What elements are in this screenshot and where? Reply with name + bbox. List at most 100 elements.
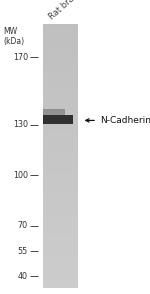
- Bar: [43, 266, 78, 267]
- Text: 170: 170: [13, 53, 28, 62]
- Bar: [43, 80, 78, 82]
- Bar: [43, 47, 78, 49]
- Bar: [43, 153, 78, 155]
- Bar: [43, 197, 78, 198]
- Bar: [43, 31, 78, 33]
- Bar: [43, 230, 78, 231]
- Text: MW
(kDa): MW (kDa): [3, 27, 24, 46]
- Bar: [43, 169, 78, 170]
- Bar: [43, 225, 78, 226]
- Bar: [43, 220, 78, 222]
- Bar: [43, 133, 78, 135]
- Bar: [43, 138, 78, 140]
- Bar: [43, 100, 78, 101]
- Bar: [43, 172, 78, 173]
- Bar: [43, 276, 78, 278]
- Bar: [43, 125, 78, 127]
- Bar: [43, 66, 78, 67]
- Bar: [43, 246, 78, 247]
- Bar: [43, 174, 78, 176]
- Bar: [43, 263, 78, 264]
- Bar: [43, 135, 78, 136]
- Bar: [43, 226, 78, 227]
- Bar: [43, 55, 78, 56]
- Bar: [43, 155, 78, 156]
- Bar: [43, 91, 78, 92]
- Bar: [43, 84, 78, 86]
- Bar: [43, 45, 78, 46]
- Bar: [43, 215, 78, 217]
- Bar: [43, 38, 78, 39]
- Bar: [43, 219, 78, 220]
- Bar: [43, 141, 78, 143]
- Text: Rat brain: Rat brain: [47, 0, 82, 22]
- Bar: [43, 92, 78, 93]
- Bar: [43, 113, 78, 115]
- Bar: [43, 259, 78, 260]
- Bar: [43, 121, 78, 123]
- Text: 70: 70: [18, 221, 28, 230]
- Bar: [43, 112, 78, 113]
- Bar: [43, 74, 78, 75]
- Bar: [43, 235, 78, 236]
- Bar: [43, 33, 78, 34]
- Bar: [43, 78, 78, 79]
- Bar: [43, 151, 78, 152]
- Bar: [43, 189, 78, 190]
- Bar: [43, 210, 78, 211]
- Bar: [43, 182, 78, 183]
- Bar: [43, 284, 78, 285]
- Bar: [43, 90, 78, 91]
- Bar: [43, 255, 78, 256]
- Bar: [43, 82, 78, 83]
- Bar: [43, 214, 78, 215]
- Bar: [43, 51, 78, 53]
- Bar: [43, 206, 78, 208]
- Bar: [43, 280, 78, 282]
- Bar: [43, 108, 78, 109]
- Bar: [43, 49, 78, 50]
- Bar: [43, 279, 78, 280]
- Bar: [43, 156, 78, 157]
- Bar: [43, 161, 78, 162]
- Bar: [43, 202, 78, 203]
- Text: 100: 100: [13, 171, 28, 180]
- Bar: [43, 67, 78, 69]
- Bar: [43, 35, 78, 37]
- Bar: [43, 250, 78, 251]
- Bar: [43, 119, 78, 120]
- Bar: [43, 132, 78, 133]
- Bar: [43, 199, 78, 201]
- Bar: [43, 238, 78, 239]
- Bar: [43, 239, 78, 240]
- Bar: [43, 76, 78, 78]
- Bar: [43, 140, 78, 141]
- Bar: [43, 245, 78, 246]
- Bar: [43, 213, 78, 214]
- Bar: [43, 198, 78, 199]
- Bar: [43, 260, 78, 262]
- Bar: [43, 262, 78, 263]
- Bar: [43, 227, 78, 229]
- Bar: [43, 267, 78, 268]
- Bar: [43, 217, 78, 218]
- Bar: [43, 190, 78, 192]
- Bar: [43, 282, 78, 283]
- Bar: [43, 103, 78, 104]
- Bar: [43, 145, 78, 146]
- Bar: [43, 43, 78, 45]
- Bar: [43, 88, 78, 90]
- Bar: [43, 144, 78, 145]
- Bar: [43, 211, 78, 213]
- Bar: [43, 70, 78, 71]
- Bar: [43, 148, 78, 149]
- Bar: [43, 54, 78, 55]
- Bar: [43, 143, 78, 144]
- Bar: [43, 117, 78, 119]
- Bar: [43, 71, 78, 72]
- Bar: [43, 27, 78, 29]
- Bar: [43, 233, 78, 234]
- Bar: [43, 165, 78, 166]
- Bar: [43, 268, 78, 270]
- Bar: [43, 152, 78, 153]
